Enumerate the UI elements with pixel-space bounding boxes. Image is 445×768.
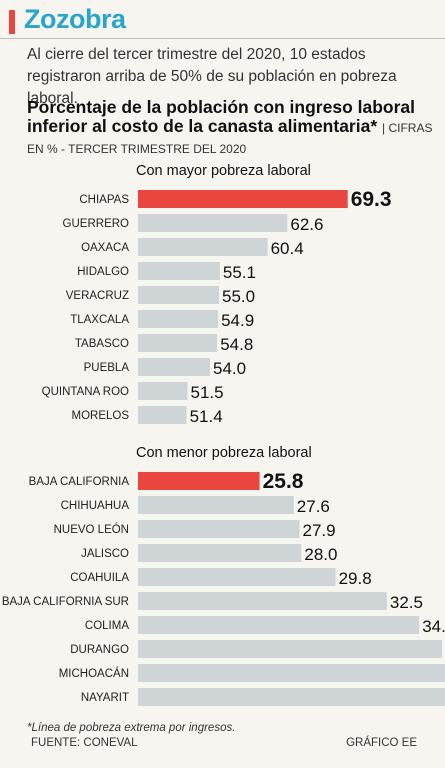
- bar-puebla: [138, 358, 210, 376]
- bar-coahuila: [138, 568, 336, 586]
- category-label: GUERRERO: [63, 218, 130, 230]
- chart-title-main: Porcentaje de la población con ingreso l…: [27, 97, 416, 136]
- category-label: HIDALGO: [77, 266, 129, 278]
- chart-title-divider: |: [382, 121, 389, 135]
- value-label: 55.1: [223, 263, 256, 282]
- bar-colima: [138, 616, 420, 634]
- value-label: 28.0: [304, 545, 337, 564]
- chart-title: Porcentaje de la población con ingreso l…: [27, 98, 437, 159]
- category-label: COLIMA: [85, 620, 129, 632]
- value-label: 51.4: [190, 407, 223, 426]
- value-label: 32.5: [390, 593, 423, 612]
- bar-michoacán: [138, 664, 445, 682]
- category-label: PUEBLA: [84, 362, 130, 374]
- category-label: NAYARIT: [81, 692, 129, 704]
- category-label: MICHOACÁN: [59, 667, 129, 680]
- category-label: NUEVO LEÓN: [54, 523, 129, 536]
- bar-morelos: [138, 406, 187, 424]
- value-label: 69.3: [351, 188, 392, 211]
- section-title-mayor: Con mayor pobreza laboral: [136, 163, 311, 179]
- bar-hidalgo: [138, 262, 220, 280]
- bar-baja-california-sur: [138, 592, 387, 610]
- value-label: 54.8: [220, 335, 253, 354]
- bar-tlaxcala: [138, 310, 219, 328]
- bar-chihuahua: [138, 496, 294, 514]
- category-label: DURANGO: [70, 644, 129, 656]
- value-label: 34.2: [422, 617, 445, 636]
- category-label: TABASCO: [75, 338, 129, 350]
- bar-tabasco: [138, 334, 218, 352]
- header-divider: [0, 38, 445, 39]
- category-label: CHIHUAHUA: [61, 500, 130, 512]
- footnote: *Línea de pobreza extrema por ingresos.: [27, 722, 236, 734]
- category-label: VERACRUZ: [66, 290, 129, 302]
- category-label: MORELOS: [71, 410, 129, 422]
- bar-durango: [138, 640, 442, 658]
- category-label: CHIAPAS: [79, 194, 129, 206]
- bar-nuevo-león: [138, 520, 300, 538]
- value-label: 60.4: [271, 239, 304, 258]
- graphic-credit: GRÁFICO EE: [346, 737, 417, 749]
- section-brand: Zozobra: [24, 4, 126, 34]
- value-label: 25.8: [263, 470, 304, 493]
- value-label: 27.6: [297, 497, 330, 516]
- bar-veracruz: [138, 286, 219, 304]
- value-label: 54.9: [221, 311, 254, 330]
- header-accent: [9, 10, 15, 34]
- value-label: 27.9: [303, 521, 336, 540]
- value-label: 54.0: [213, 359, 246, 378]
- bar-nayarit: [138, 688, 445, 706]
- bar-oaxaca: [138, 238, 268, 256]
- category-label: TLAXCALA: [70, 314, 129, 326]
- header: Zozobra: [0, 4, 445, 34]
- bar-guerrero: [138, 214, 288, 232]
- chart-subtitle: CIFRAS EN % - TERCER TRIMESTRE DEL 2020: [27, 121, 433, 156]
- bar-baja-california: [138, 472, 260, 490]
- bar-quintana-roo: [138, 382, 188, 400]
- bar-chiapas: [138, 190, 348, 208]
- source-note: FUENTE: CONEVAL: [31, 737, 138, 749]
- category-label: QUINTANA ROO: [42, 386, 129, 398]
- category-label: JALISCO: [81, 548, 129, 560]
- category-label: BAJA CALIFORNIA: [29, 476, 130, 488]
- bar-jalisco: [138, 544, 302, 562]
- category-label: BAJA CALIFORNIA SUR: [2, 596, 129, 608]
- value-label: 51.5: [191, 383, 224, 402]
- value-label: 29.8: [339, 569, 372, 588]
- intro-text: Al cierre del tercer trimestre del 2020,…: [27, 46, 397, 107]
- section-title-menor: Con menor pobreza laboral: [136, 445, 312, 461]
- category-label: OAXACA: [81, 242, 129, 254]
- value-label: 55.0: [222, 287, 255, 306]
- value-label: 62.6: [290, 215, 323, 234]
- category-label: COAHUILA: [70, 572, 129, 584]
